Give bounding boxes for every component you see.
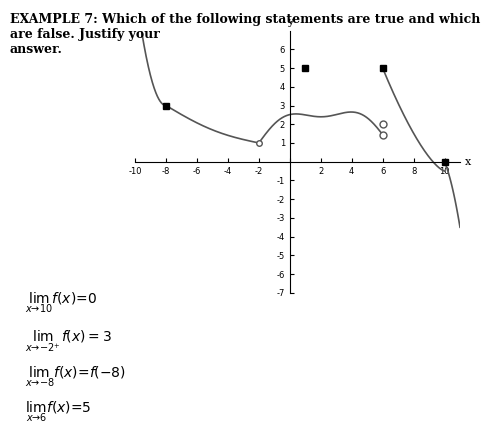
Text: EXAMPLE 7: Which of the following statements are true and which are false. Justi: EXAMPLE 7: Which of the following statem… <box>10 13 480 56</box>
Text: $\lim_{x \to -8} f(x) = f(-8)$: $\lim_{x \to -8} f(x) = f(-8)$ <box>25 364 126 389</box>
Text: x: x <box>464 157 471 166</box>
Text: $\lim_{x \to 10} f(x) = 0$: $\lim_{x \to 10} f(x) = 0$ <box>25 290 97 315</box>
Text: y: y <box>286 17 293 27</box>
Text: $\lim_{x \to 6} f(x) = 5$: $\lim_{x \to 6} f(x) = 5$ <box>25 399 92 424</box>
Text: $\lim_{x \to -2^+} f(x) = 3$: $\lim_{x \to -2^+} f(x) = 3$ <box>25 328 112 354</box>
